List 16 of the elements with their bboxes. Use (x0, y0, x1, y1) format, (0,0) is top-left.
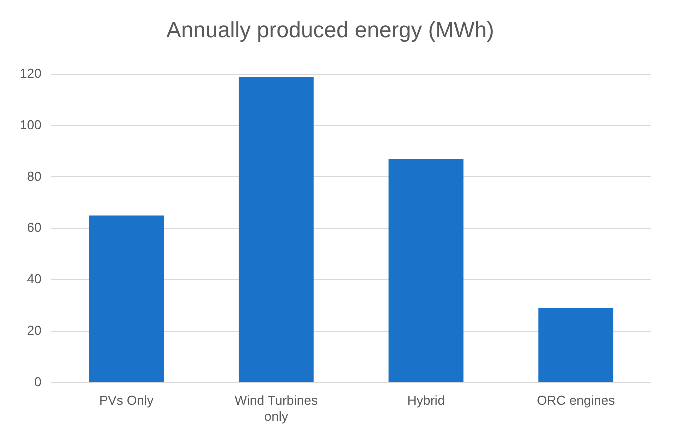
y-tick-label: 60 (27, 220, 42, 236)
x-tick-label: PVs Only (100, 393, 154, 408)
x-tick-label: Wind Turbines only (234, 393, 318, 424)
bar (538, 308, 614, 382)
bar (388, 159, 464, 382)
y-tick-label: 0 (34, 374, 42, 390)
chart-title: Annually produced energy (MWh) (166, 17, 494, 42)
y-tick-label: 120 (20, 66, 42, 81)
y-tick-label: 80 (27, 168, 42, 184)
y-tick-label: 100 (20, 117, 42, 132)
x-tick-label: ORC engines (537, 393, 616, 408)
y-tick-label: 20 (27, 322, 42, 338)
y-tick-label: 40 (27, 272, 42, 287)
bar (238, 76, 314, 382)
bar (89, 216, 164, 382)
x-tick-label: Hybrid (407, 393, 446, 408)
